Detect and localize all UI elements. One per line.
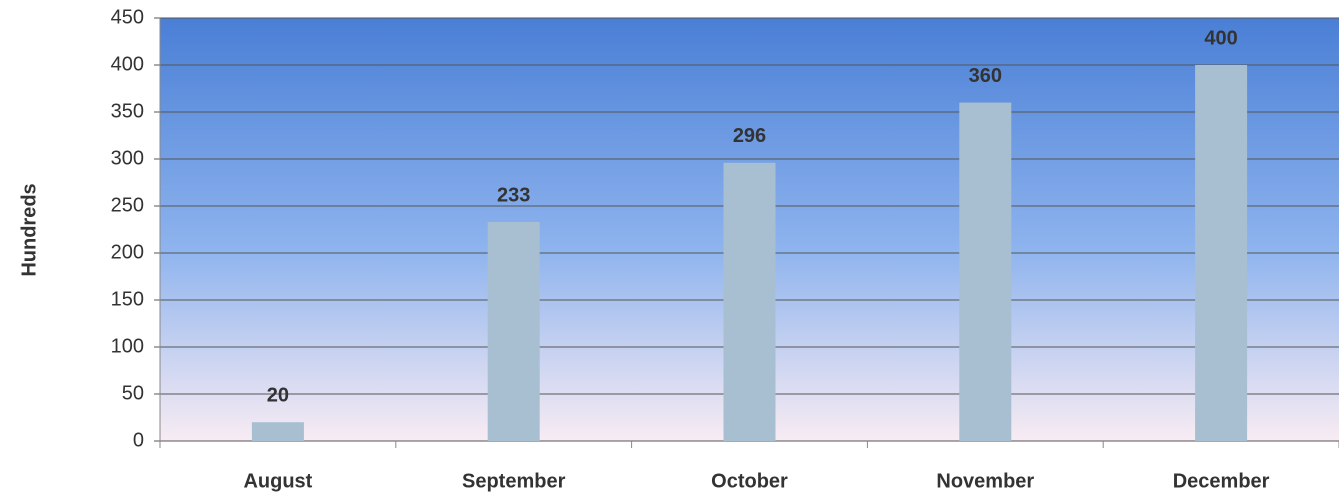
- y-tick-label: 350: [111, 100, 144, 122]
- y-tick-label: 50: [122, 382, 144, 404]
- bar: [251, 422, 304, 441]
- data-label: 296: [733, 125, 766, 147]
- data-label: 233: [497, 184, 530, 206]
- y-tick-label: 250: [111, 194, 144, 216]
- y-tick-label: 450: [111, 6, 144, 28]
- x-tick-label: October: [711, 470, 788, 492]
- x-tick-label: September: [462, 470, 566, 492]
- x-tick-label: August: [243, 470, 312, 492]
- bar: [487, 221, 540, 441]
- y-tick-label: 200: [111, 241, 144, 263]
- y-tick-label: 150: [111, 288, 144, 310]
- y-tick-label: 300: [111, 147, 144, 169]
- data-label: 400: [1204, 27, 1237, 49]
- data-label: 20: [267, 384, 289, 406]
- x-tick-label: December: [1173, 470, 1270, 492]
- data-label: 360: [969, 65, 1002, 87]
- y-tick-label: 100: [111, 335, 144, 357]
- bar: [959, 102, 1012, 441]
- bar: [1195, 65, 1248, 441]
- y-tick-label: 0: [133, 429, 144, 451]
- x-tick-label: November: [936, 470, 1034, 492]
- y-axis-label: Hundreds: [18, 183, 40, 276]
- bar: [723, 162, 776, 441]
- y-tick-label: 400: [111, 53, 144, 75]
